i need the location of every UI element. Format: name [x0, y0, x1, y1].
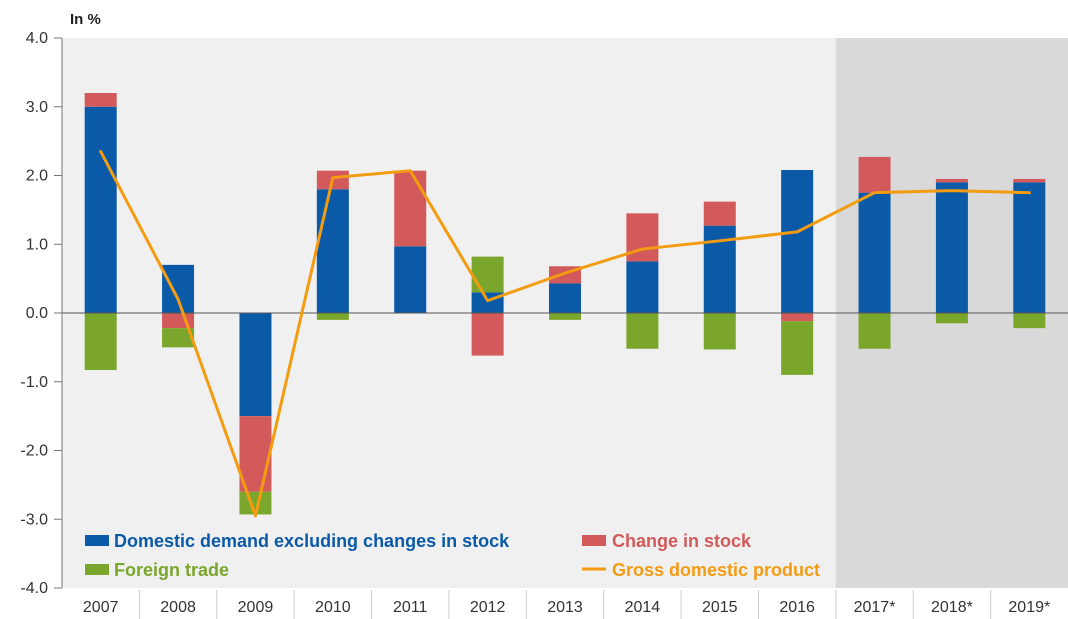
series-line-gross-domestic-product — [99, 149, 1031, 518]
bar-foreign-trade-2013 — [549, 313, 581, 320]
bar-change-in-stock-2014 — [626, 213, 659, 262]
legend-swatch-change-in-stock — [582, 535, 606, 546]
bar-domestic-demand-excluding-changes-in-stock-2009 — [239, 313, 272, 417]
x-tick-label: 2019* — [1008, 599, 1050, 616]
y-tick-label: -3.0 — [20, 511, 48, 528]
legend-label-gross-domestic-product: Gross domestic product — [612, 560, 820, 580]
bar-change-in-stock-2012 — [471, 313, 504, 356]
x-tick-label: 2009 — [238, 599, 274, 616]
bar-foreign-trade-2007 — [84, 313, 117, 371]
bar-domestic-demand-excluding-changes-in-stock-2008 — [162, 264, 195, 313]
x-tick-label: 2015 — [702, 599, 738, 616]
bar-foreign-trade-2012 — [471, 256, 504, 293]
y-tick-label: 3.0 — [26, 99, 48, 116]
x-axis-labels: 2007 2008 2009 2010 2011 2012 2013 2014 2015 2016… — [83, 599, 1050, 616]
bar-domestic-demand-excluding-changes-in-stock-2018 — [935, 182, 968, 313]
x-tick-label: 2011 — [393, 599, 428, 616]
x-tick-label: 2016 — [779, 599, 815, 616]
bar-foreign-trade-2008 — [162, 328, 195, 348]
x-tick-label: 2012 — [470, 599, 506, 616]
bar-change-in-stock-2016 — [781, 313, 814, 322]
bar-foreign-trade-2010 — [316, 313, 349, 320]
bar-foreign-trade-2017 — [858, 313, 891, 349]
x-tick-label: 2014 — [625, 599, 661, 616]
legend: Domestic demand excluding changes in sto… — [85, 531, 820, 580]
legend-label-change-in-stock: Change in stock — [612, 531, 752, 551]
bar-change-in-stock-2009 — [239, 416, 272, 492]
bar-domestic-demand-excluding-changes-in-stock-2011 — [394, 246, 427, 313]
bar-change-in-stock-2008 — [162, 313, 195, 329]
bar-domestic-demand-excluding-changes-in-stock-2014 — [626, 261, 659, 313]
y-tick-label: -2.0 — [20, 443, 48, 460]
y-tick-label: 2.0 — [26, 168, 48, 185]
y-axis-ticks: 4.0 3.0 2.0 1.0 0.0 -1.0 -2.0 -3.0 -4.0 — [20, 30, 63, 597]
bar-change-in-stock-2007 — [84, 93, 117, 107]
x-tick-label: 2008 — [160, 599, 196, 616]
y-tick-label: 1.0 — [26, 236, 48, 253]
bar-foreign-trade-2019 — [1013, 313, 1046, 329]
x-tick-label: 2018* — [931, 599, 973, 616]
legend-swatch-foreign-trade — [85, 564, 109, 575]
bar-domestic-demand-excluding-changes-in-stock-2019 — [1013, 182, 1046, 313]
bar-foreign-trade-2014 — [626, 313, 659, 349]
bar-change-in-stock-2011 — [394, 170, 427, 247]
legend-swatch-domestic-demand — [85, 535, 109, 546]
x-tick-label: 2017* — [854, 599, 896, 616]
bar-change-in-stock-2018 — [935, 178, 968, 183]
bar-change-in-stock-2015 — [703, 201, 736, 226]
bar-change-in-stock-2017 — [858, 156, 891, 193]
x-tick-label: 2010 — [315, 599, 351, 616]
bar-foreign-trade-2018 — [935, 313, 968, 324]
bar-domestic-demand-excluding-changes-in-stock-2007 — [84, 106, 117, 313]
unit-label: In % — [70, 11, 101, 28]
legend-label-domestic-demand: Domestic demand excluding changes in sto… — [114, 531, 510, 551]
bars-layer — [84, 93, 1046, 515]
x-tick-label: 2007 — [83, 599, 119, 616]
bar-domestic-demand-excluding-changes-in-stock-2010 — [316, 189, 349, 313]
bar-domestic-demand-excluding-changes-in-stock-2017 — [858, 192, 891, 313]
y-tick-label: -4.0 — [20, 580, 48, 597]
x-axis-dividers — [138, 590, 992, 619]
bar-foreign-trade-2015 — [703, 313, 736, 350]
y-tick-label: 0.0 — [26, 305, 48, 322]
bar-change-in-stock-2019 — [1013, 178, 1046, 183]
bar-domestic-demand-excluding-changes-in-stock-2016 — [781, 170, 814, 313]
bar-domestic-demand-excluding-changes-in-stock-2013 — [549, 283, 581, 313]
legend-label-foreign-trade: Foreign trade — [114, 560, 229, 580]
x-tick-label: 2013 — [547, 599, 583, 616]
bar-foreign-trade-2016 — [781, 321, 814, 375]
y-tick-label: 4.0 — [26, 30, 48, 47]
y-tick-label: -1.0 — [20, 374, 48, 391]
